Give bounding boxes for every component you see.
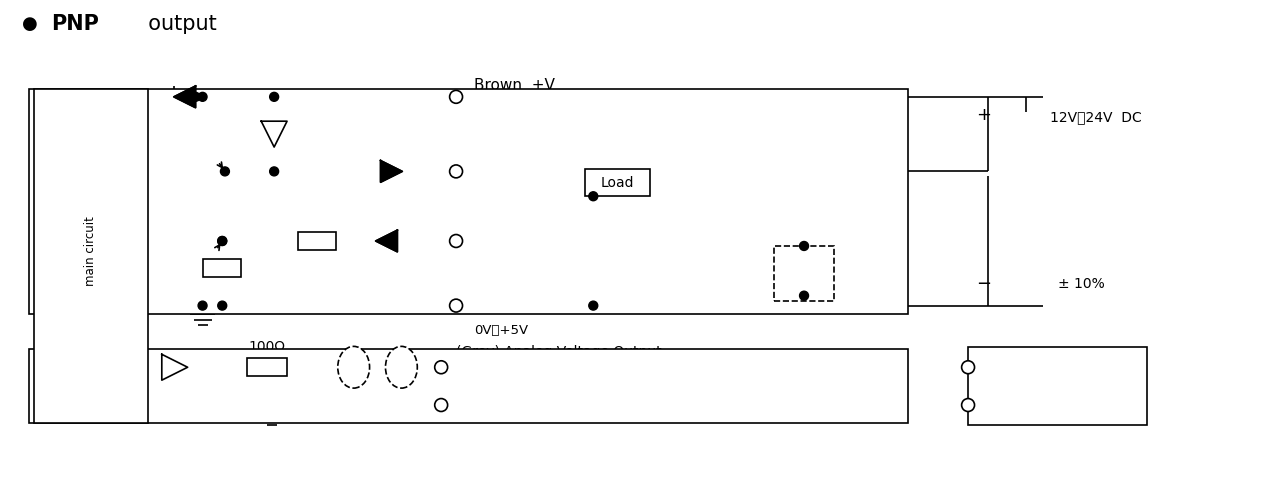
Text: 0V～+5V: 0V～+5V xyxy=(474,324,529,337)
Circle shape xyxy=(220,167,229,176)
Ellipse shape xyxy=(385,347,417,388)
Circle shape xyxy=(270,92,279,101)
Bar xyxy=(204,259,241,277)
Circle shape xyxy=(449,165,462,178)
Bar xyxy=(585,169,650,196)
Circle shape xyxy=(449,235,462,248)
Text: Brown  +V: Brown +V xyxy=(474,78,554,93)
Circle shape xyxy=(800,291,809,300)
Text: Load: Load xyxy=(600,176,635,190)
Text: 100Ω: 100Ω xyxy=(248,340,285,354)
Text: Blue 0V: Blue 0V xyxy=(474,287,532,302)
Polygon shape xyxy=(375,230,397,252)
Text: Pink external input: Pink external input xyxy=(474,222,618,237)
Circle shape xyxy=(800,241,809,250)
Bar xyxy=(28,349,909,423)
Text: ●: ● xyxy=(22,15,37,33)
Text: AGND: AGND xyxy=(216,400,257,414)
Text: output: output xyxy=(134,14,216,34)
Bar xyxy=(968,348,1147,425)
Circle shape xyxy=(449,90,462,103)
Bar xyxy=(774,246,833,301)
Circle shape xyxy=(961,361,974,374)
Circle shape xyxy=(270,167,279,176)
Text: +: + xyxy=(977,106,991,124)
Polygon shape xyxy=(380,161,402,182)
Text: (Grey) Analog Voltage Output: (Grey) Analog Voltage Output xyxy=(456,345,662,359)
Circle shape xyxy=(435,361,448,374)
Text: −: − xyxy=(977,275,991,293)
Bar xyxy=(28,89,909,314)
Text: (shielding) analog grounding  AGND: (shielding) analog grounding AGND xyxy=(456,404,707,418)
Text: PNP: PNP xyxy=(51,14,100,34)
Circle shape xyxy=(191,92,200,101)
Circle shape xyxy=(218,237,227,246)
Text: 12V～24V  DC: 12V～24V DC xyxy=(1050,110,1142,124)
Circle shape xyxy=(435,399,448,412)
Circle shape xyxy=(961,399,974,412)
Text: main circuit: main circuit xyxy=(84,216,97,286)
Circle shape xyxy=(449,299,462,312)
Bar xyxy=(33,89,148,423)
Bar xyxy=(247,358,287,376)
Bar xyxy=(298,232,335,250)
Circle shape xyxy=(589,192,598,201)
Circle shape xyxy=(589,301,598,310)
Text: external
input: external input xyxy=(838,254,893,282)
Polygon shape xyxy=(174,86,196,108)
Circle shape xyxy=(198,301,207,310)
Circle shape xyxy=(218,237,227,246)
Text: Analog input
machine: Analog input machine xyxy=(1015,372,1100,400)
Text: Black output control: Black output control xyxy=(474,152,628,167)
Text: ± 10%: ± 10% xyxy=(1057,277,1105,291)
Circle shape xyxy=(218,301,227,310)
Circle shape xyxy=(198,92,207,101)
Ellipse shape xyxy=(338,347,370,388)
